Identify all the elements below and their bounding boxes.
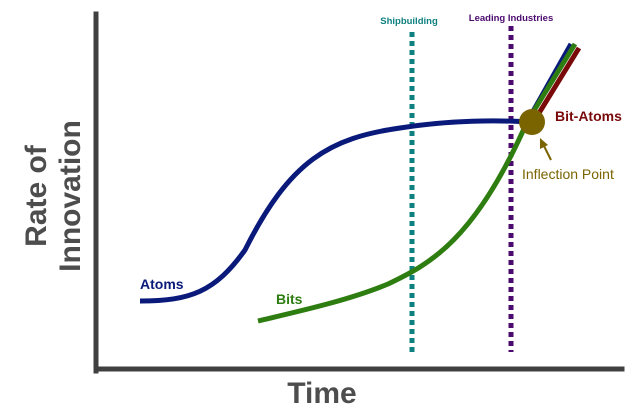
bit-atoms-label: Bit-Atoms [555, 108, 622, 124]
leading-industries-marker-label: Leading Industries [469, 13, 553, 24]
x-axis-label: Time [287, 377, 356, 408]
y-axis-label-group: Rate of Innovation [20, 120, 87, 272]
inflection-point-marker [519, 109, 545, 135]
atoms-curve [139, 42, 574, 304]
inflection-point-arrow-shaft [543, 145, 552, 161]
shipbuilding-marker-label: Shipbuilding [380, 16, 438, 27]
bits-curve [257, 42, 578, 324]
bit-atoms-curve [533, 46, 582, 120]
inflection-point-label: Inflection Point [522, 166, 614, 182]
atoms-label: Atoms [140, 276, 184, 292]
y-axis-label-line1: Rate of [20, 144, 53, 247]
y-axis-label-line2: Innovation [54, 120, 87, 272]
bits-label: Bits [276, 291, 303, 307]
inflection-point-arrowhead [540, 138, 548, 149]
